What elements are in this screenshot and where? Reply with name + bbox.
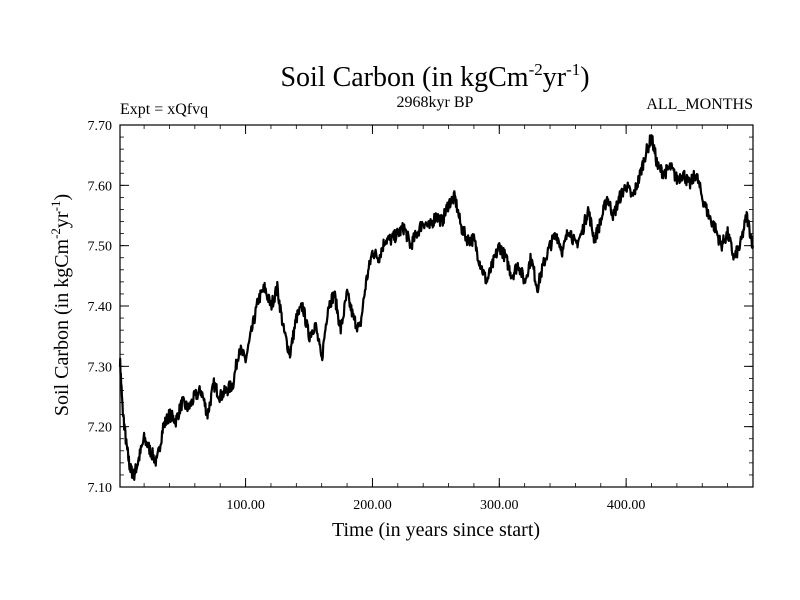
x-tick-label: 100.00 xyxy=(226,498,265,513)
y-axis-label: Soil Carbon (in kgCm-2yr-1) xyxy=(48,194,73,416)
y-tick-label: 7.30 xyxy=(88,360,113,375)
x-axis-label: Time (in years since start) xyxy=(332,519,540,541)
period-label: 2968kyr BP xyxy=(397,94,474,111)
y-tick-label: 7.70 xyxy=(88,119,113,134)
y-tick-label: 7.40 xyxy=(88,300,113,315)
y-tick-label: 7.60 xyxy=(88,179,113,194)
x-tick-label: 400.00 xyxy=(607,498,646,513)
series-line-soil-carbon xyxy=(118,134,755,481)
months-label: ALL_MONTHS xyxy=(646,96,753,113)
x-tick-label: 200.00 xyxy=(353,498,392,513)
axis-tick-labels: 7.10 7.20 7.30 7.40 7.50 7.60 7.70 100.00 200.00… xyxy=(88,119,646,513)
plot-frame xyxy=(119,124,754,488)
y-tick-label: 7.20 xyxy=(88,421,113,436)
x-tick-label: 300.00 xyxy=(480,498,519,513)
chart-title: Soil Carbon (in kgCm-2yr-1) xyxy=(280,60,589,93)
axis-ticks xyxy=(120,124,753,488)
y-tick-label: 7.50 xyxy=(88,240,113,255)
experiment-label: Expt = xQfvq xyxy=(120,101,208,118)
series-layer xyxy=(118,134,755,481)
y-tick-label: 7.10 xyxy=(88,481,113,496)
